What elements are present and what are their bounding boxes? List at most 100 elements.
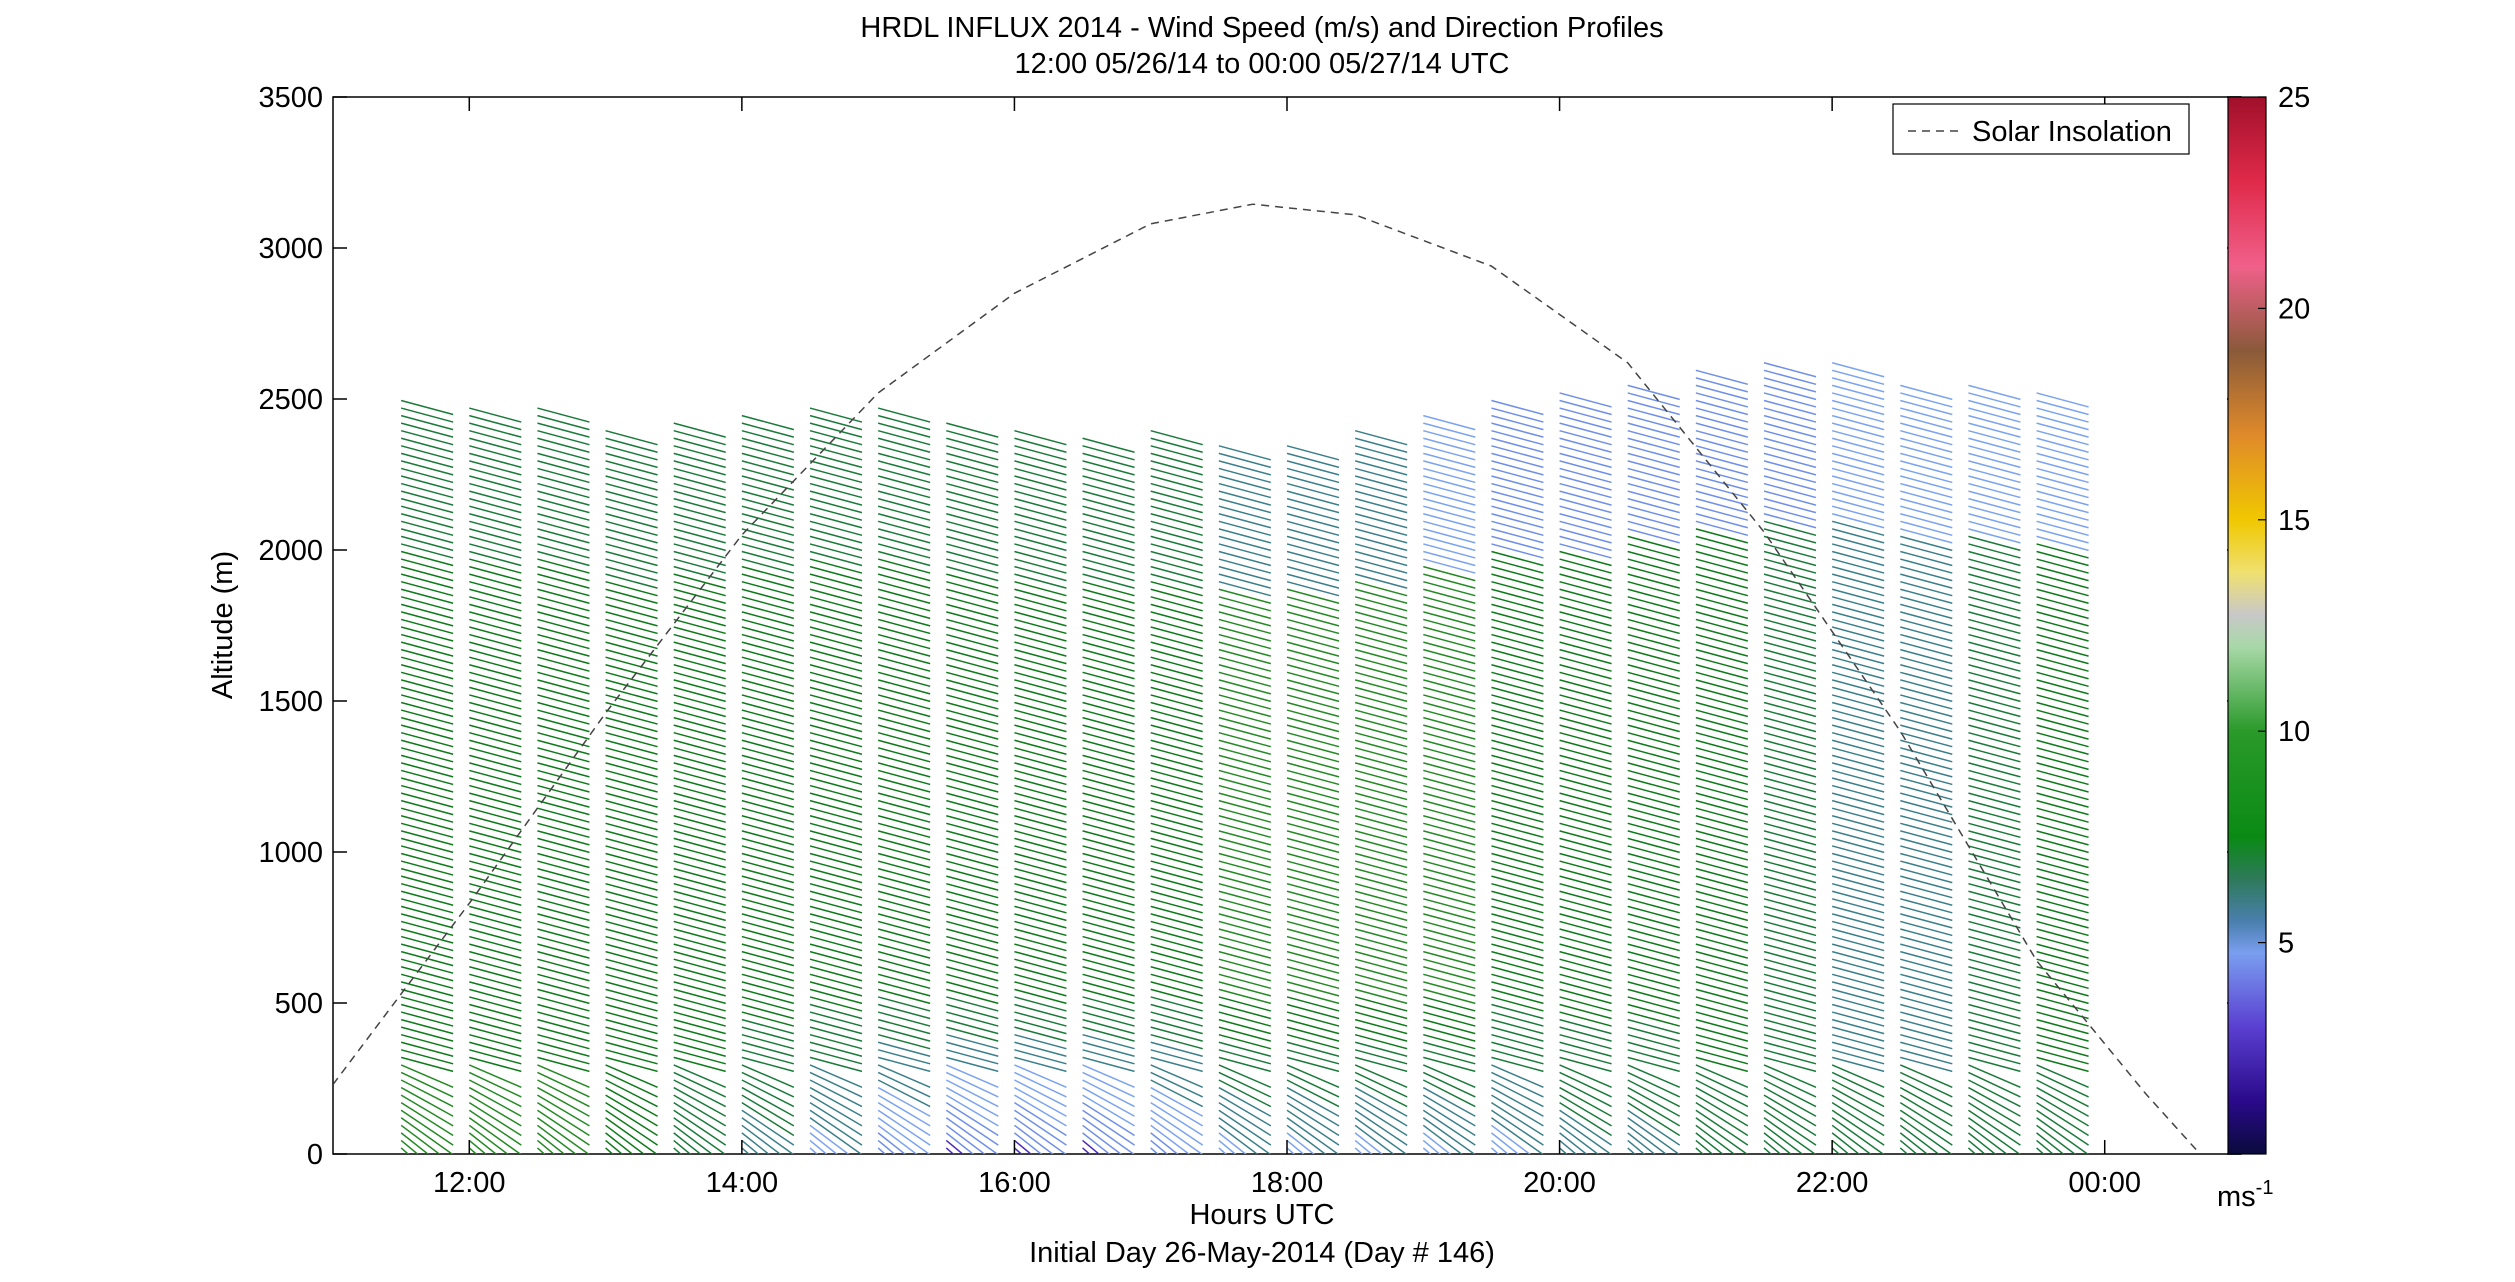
wind-barb — [877, 1094, 931, 1127]
wind-barb — [1491, 852, 1544, 869]
wind-barb — [1218, 452, 1272, 469]
wind-barb — [1422, 1147, 1432, 1154]
wind-barb — [877, 535, 931, 552]
wind-barb — [605, 724, 658, 740]
wind-barb — [469, 535, 522, 552]
wind-barb — [1831, 429, 1885, 446]
wind-barb — [1082, 482, 1135, 499]
wind-barb — [1082, 513, 1135, 529]
wind-barb — [673, 618, 726, 635]
wind-barb — [1968, 784, 2021, 801]
wind-barb — [1695, 852, 1749, 869]
wind-barb — [400, 414, 454, 431]
wind-barb — [1831, 437, 1885, 453]
wind-barb — [1831, 520, 1885, 537]
wind-barb — [809, 482, 863, 499]
wind-barb — [1218, 543, 1272, 559]
wind-barb — [1491, 565, 1544, 582]
wind-barb — [1763, 482, 1817, 499]
wind-barb — [1014, 890, 1067, 906]
wind-barb — [1968, 445, 2021, 461]
wind-barb — [469, 558, 522, 574]
wind-barb — [605, 943, 658, 959]
wind-barb — [400, 1033, 454, 1050]
wind-profile — [1627, 384, 1681, 1154]
wind-barb — [1968, 460, 2021, 476]
wind-barb — [809, 920, 863, 937]
wind-barb — [1831, 596, 1885, 612]
wind-barb — [1763, 414, 1817, 431]
wind-barb — [809, 867, 863, 884]
wind-barb — [1354, 898, 1408, 914]
wind-barb — [741, 664, 795, 680]
wind-barb — [1900, 437, 1953, 453]
wind-barb — [1423, 882, 1476, 899]
wind-barb — [537, 437, 590, 453]
wind-barb — [946, 943, 999, 959]
wind-barb — [2036, 648, 2089, 665]
wind-barb — [605, 1147, 614, 1154]
wind-barb — [400, 1109, 454, 1146]
wind-barb — [1423, 1018, 1476, 1035]
wind-barb — [1968, 830, 2021, 846]
wind-profile — [1490, 399, 1544, 1154]
wind-barb — [1014, 701, 1067, 718]
wind-barb — [1763, 966, 1817, 982]
wind-barb — [1218, 497, 1272, 514]
wind-barb — [1967, 1147, 1977, 1154]
wind-barb — [673, 596, 726, 612]
wind-barb — [877, 1109, 931, 1146]
wind-barb — [1286, 1139, 1305, 1154]
wind-barb — [1286, 497, 1340, 514]
wind-barb — [1286, 1124, 1327, 1154]
wind-barb — [809, 739, 863, 755]
wind-barb — [1150, 513, 1203, 529]
wind-barb — [605, 603, 658, 620]
wind-barb — [1831, 497, 1885, 514]
wind-barb — [1627, 633, 1680, 650]
wind-profile — [1967, 384, 2021, 1154]
wind-barb — [1286, 769, 1340, 786]
wind-barb — [1150, 1064, 1204, 1089]
wind-barb — [1218, 1094, 1272, 1127]
wind-barb — [1082, 1033, 1135, 1050]
wind-barb — [468, 1139, 487, 1154]
wind-barb — [469, 550, 522, 567]
wind-barb — [1831, 875, 1885, 891]
wind-barb — [1082, 822, 1135, 839]
wind-barb — [1559, 739, 1612, 755]
wind-barb — [1354, 626, 1408, 642]
wind-barb — [1491, 724, 1544, 740]
wind-barb — [1559, 875, 1612, 891]
wind-barb — [877, 784, 931, 801]
wind-barb — [605, 528, 658, 544]
colorbar-unit-label: ms-1 — [2217, 1177, 2273, 1213]
wind-barb — [469, 943, 522, 959]
wind-barb — [673, 1011, 726, 1027]
wind-barb — [877, 754, 931, 771]
wind-barb — [469, 520, 522, 537]
wind-barb — [1150, 792, 1203, 808]
wind-barb — [1831, 384, 1885, 401]
wind-barb — [1763, 550, 1817, 567]
wind-barb — [1082, 497, 1135, 514]
wind-barb — [673, 928, 726, 944]
wind-barb — [1900, 739, 1953, 755]
wind-barb — [1831, 392, 1885, 408]
wind-barb — [1900, 724, 1953, 740]
wind-barb — [2036, 1064, 2089, 1089]
wind-barb — [1627, 558, 1680, 574]
wind-barb — [946, 739, 999, 755]
wind-barb — [1286, 996, 1340, 1012]
wind-barb — [1695, 807, 1749, 823]
wind-barb — [2036, 686, 2089, 703]
wind-barb — [945, 1079, 999, 1108]
wind-barb — [1082, 588, 1135, 604]
colorbar-unit-base: ms — [2217, 1181, 2256, 1213]
wind-barb — [1763, 618, 1817, 635]
wind-barb — [946, 656, 999, 672]
wind-barb — [1900, 535, 1953, 552]
wind-barb — [946, 845, 999, 861]
wind-barb — [1423, 535, 1476, 552]
wind-barb — [1423, 626, 1476, 642]
